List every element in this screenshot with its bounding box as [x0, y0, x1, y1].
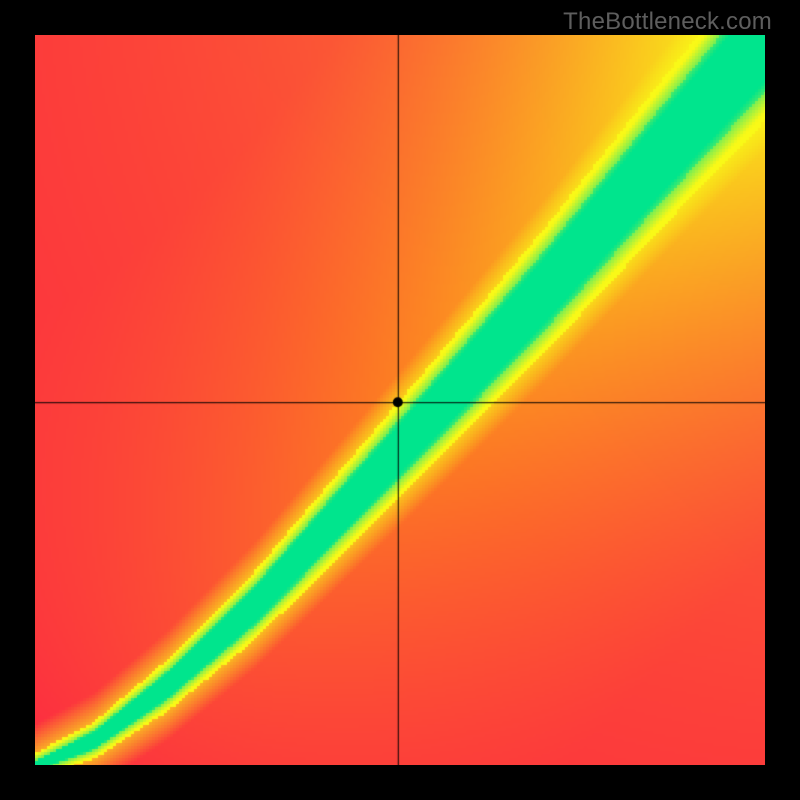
watermark-text: TheBottleneck.com	[563, 8, 772, 36]
chart-container: TheBottleneck.com	[0, 0, 800, 800]
heatmap-canvas	[35, 35, 765, 765]
